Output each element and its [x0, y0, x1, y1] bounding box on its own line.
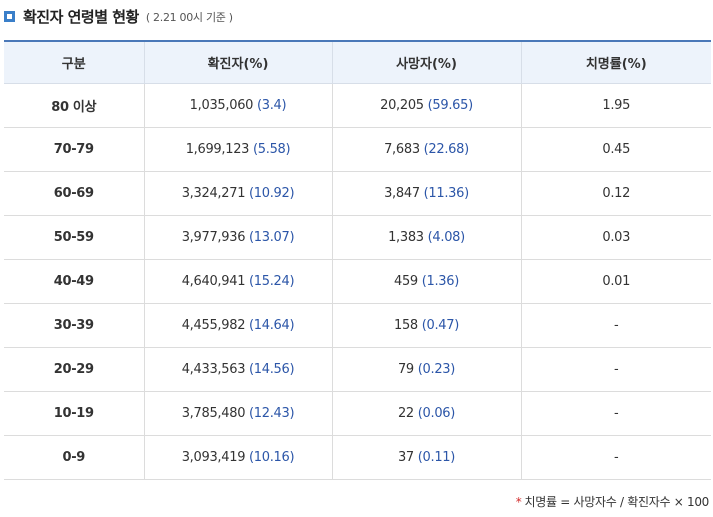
cases-percent: (3.4) — [256, 98, 287, 113]
cases-count: 4,455,982 — [181, 318, 246, 333]
age-group-cell: 50-59 — [4, 215, 144, 260]
cases-percent: (12.43) — [249, 406, 295, 421]
fatality-rate-cell: 0.12 — [520, 171, 711, 216]
cases-cell: 3,093,419 (10.16) — [143, 435, 332, 480]
table-header-row: 구분 확진자(%) 사망자(%) 치명률(%) — [4, 41, 711, 84]
column-header-category: 구분 — [4, 41, 144, 84]
cases-cell: 3,324,271 (10.92) — [143, 171, 332, 216]
table-row: 40-49 4,640,941 (15.24) 459 (1.36) 0.01 — [4, 259, 711, 304]
age-group-cell: 30-39 — [4, 303, 144, 348]
table-row: 20-29 4,433,563 (14.56) 79 (0.23) - — [4, 347, 711, 392]
deaths-cell: 1,383 (4.08) — [331, 215, 521, 260]
cases-count: 4,640,941 — [181, 274, 246, 289]
cases-count: 1,035,060 — [189, 98, 254, 113]
fatality-rate-cell: 0.45 — [520, 127, 711, 172]
section-header: 확진자 연령별 현황 ( 2.21 00시 기준 ) — [4, 4, 233, 28]
table-row: 80 이상 1,035,060 (3.4) 20,205 (59.65) 1.95 — [4, 83, 711, 128]
cases-cell: 4,433,563 (14.56) — [143, 347, 332, 392]
deaths-cell: 158 (0.47) — [331, 303, 521, 348]
cases-count: 1,699,123 — [185, 142, 250, 157]
fatality-rate-cell: - — [520, 391, 711, 436]
table-body: 80 이상 1,035,060 (3.4) 20,205 (59.65) 1.95 70… — [4, 83, 711, 480]
deaths-cell: 37 (0.11) — [331, 435, 521, 480]
deaths-cell: 20,205 (59.65) — [331, 83, 521, 128]
fatality-rate-cell: 1.95 — [520, 83, 711, 128]
table-row: 50-59 3,977,936 (13.07) 1,383 (4.08) 0.03 — [4, 215, 711, 260]
cases-count: 3,977,936 — [181, 230, 246, 245]
deaths-count: 1,383 — [388, 230, 424, 245]
cases-percent: (14.64) — [249, 318, 295, 333]
deaths-percent: (22.68) — [423, 142, 470, 157]
table-row: 70-79 1,699,123 (5.58) 7,683 (22.68) 0.45 — [4, 127, 711, 172]
table-row: 0-9 3,093,419 (10.16) 37 (0.11) - — [4, 435, 711, 480]
cases-count: 3,785,480 — [181, 406, 246, 421]
deaths-count: 20,205 — [380, 98, 424, 113]
age-group-cell: 20-29 — [4, 347, 144, 392]
fatality-rate-cell: - — [520, 435, 711, 480]
cases-count: 3,093,419 — [181, 450, 246, 465]
footnote-marker: * — [515, 495, 522, 509]
deaths-count: 158 — [393, 318, 418, 333]
cases-cell: 1,035,060 (3.4) — [143, 83, 332, 128]
footnote-text: 치명률 = 사망자수 / 확진자수 × 100 — [524, 495, 710, 509]
column-header-fatality: 치명률(%) — [520, 41, 711, 84]
cases-cell: 4,455,982 (14.64) — [143, 303, 332, 348]
cases-percent: (10.16) — [249, 450, 295, 465]
deaths-count: 79 — [397, 362, 414, 377]
fatality-rate-cell: - — [520, 303, 711, 348]
deaths-count: 7,683 — [384, 142, 420, 157]
deaths-cell: 3,847 (11.36) — [331, 171, 521, 216]
reference-date: ( 2.21 00시 기준 ) — [145, 11, 233, 24]
fatality-rate-cell: 0.01 — [520, 259, 711, 304]
age-group-cell: 70-79 — [4, 127, 144, 172]
cases-cell: 1,699,123 (5.58) — [143, 127, 332, 172]
cases-percent: (14.56) — [249, 362, 295, 377]
age-group-cell: 60-69 — [4, 171, 144, 216]
cases-percent: (15.24) — [249, 274, 295, 289]
deaths-percent: (0.11) — [417, 450, 456, 465]
fatality-rate-cell: 0.03 — [520, 215, 711, 260]
deaths-percent: (1.36) — [421, 274, 460, 289]
deaths-count: 459 — [393, 274, 418, 289]
age-statistics-table: 구분 확진자(%) 사망자(%) 치명률(%) 80 이상 1,035,060 (… — [4, 40, 711, 480]
page-title: 확진자 연령별 현황 — [23, 7, 139, 26]
age-group-cell: 0-9 — [4, 435, 144, 480]
deaths-percent: (0.06) — [417, 406, 456, 421]
cases-cell: 4,640,941 (15.24) — [143, 259, 332, 304]
deaths-count: 3,847 — [384, 186, 420, 201]
deaths-cell: 459 (1.36) — [331, 259, 521, 304]
age-group-cell: 80 이상 — [4, 83, 144, 128]
table-row: 30-39 4,455,982 (14.64) 158 (0.47) - — [4, 303, 711, 348]
cases-percent: (13.07) — [249, 230, 295, 245]
age-group-cell: 10-19 — [4, 391, 144, 436]
square-icon — [4, 10, 15, 22]
footnote: * 치명률 = 사망자수 / 확진자수 × 100 — [515, 493, 710, 510]
table-row: 60-69 3,324,271 (10.92) 3,847 (11.36) 0.12 — [4, 171, 711, 216]
column-header-deaths: 사망자(%) — [331, 41, 521, 84]
deaths-count: 22 — [397, 406, 414, 421]
column-header-cases: 확진자(%) — [143, 41, 332, 84]
cases-percent: (5.58) — [253, 142, 291, 157]
cases-cell: 3,977,936 (13.07) — [143, 215, 332, 260]
deaths-percent: (11.36) — [423, 186, 470, 201]
table-row: 10-19 3,785,480 (12.43) 22 (0.06) - — [4, 391, 711, 436]
cases-count: 3,324,271 — [181, 186, 246, 201]
deaths-cell: 22 (0.06) — [331, 391, 521, 436]
cases-count: 4,433,563 — [181, 362, 246, 377]
deaths-percent: (59.65) — [427, 98, 474, 113]
age-group-cell: 40-49 — [4, 259, 144, 304]
deaths-cell: 79 (0.23) — [331, 347, 521, 392]
deaths-count: 37 — [397, 450, 414, 465]
deaths-percent: (4.08) — [427, 230, 466, 245]
deaths-percent: (0.23) — [417, 362, 456, 377]
cases-percent: (10.92) — [249, 186, 295, 201]
deaths-cell: 7,683 (22.68) — [331, 127, 521, 172]
cases-cell: 3,785,480 (12.43) — [143, 391, 332, 436]
deaths-percent: (0.47) — [421, 318, 460, 333]
fatality-rate-cell: - — [520, 347, 711, 392]
